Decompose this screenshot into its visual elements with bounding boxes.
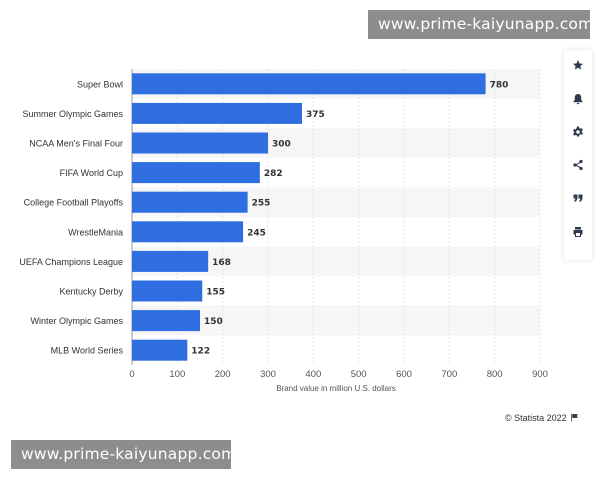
- category-label: MLB World Series: [51, 346, 124, 356]
- notification-button[interactable]: [564, 87, 592, 115]
- bar: [132, 221, 244, 243]
- x-tick-label: 0: [129, 369, 134, 380]
- x-tick-label: 800: [487, 369, 503, 380]
- x-axis-title: Brand value in million U.S. dollars: [276, 384, 396, 393]
- flag-icon: [570, 413, 579, 424]
- gear-icon: [572, 125, 584, 143]
- bar: [132, 132, 268, 154]
- favorite-button[interactable]: [564, 53, 592, 81]
- data-label: 282: [264, 169, 283, 179]
- bar: [132, 102, 302, 124]
- category-label: Kentucky Derby: [59, 287, 123, 297]
- share-button[interactable]: [564, 153, 592, 181]
- watermark-top: www.prime-kaiyunapp.com: [368, 10, 593, 39]
- bar: [132, 310, 200, 332]
- data-label: 780: [490, 80, 509, 90]
- data-label: 150: [204, 317, 223, 327]
- watermark-bottom: www.prime-kaiyunapp.com: [11, 440, 236, 469]
- chart-toolbar: [564, 50, 592, 260]
- bar: [132, 191, 248, 213]
- data-label: 122: [191, 347, 210, 357]
- x-tick-label: 500: [351, 369, 367, 380]
- bell-icon: [572, 92, 584, 110]
- category-label: NCAA Men's Final Four: [29, 139, 123, 149]
- bar: [132, 339, 188, 361]
- bar: [132, 73, 486, 95]
- statista-credit[interactable]: © Statista 2022: [505, 413, 579, 424]
- star-icon: [572, 58, 584, 76]
- x-tick-label: 300: [260, 369, 276, 380]
- x-tick-label: 100: [169, 369, 185, 380]
- bar: [132, 250, 209, 272]
- data-label: 245: [247, 228, 266, 238]
- bar: [132, 162, 260, 184]
- category-label: College Football Playoffs: [24, 198, 124, 208]
- data-label: 300: [272, 140, 291, 150]
- category-label: Super Bowl: [77, 79, 123, 89]
- x-tick-label: 700: [441, 369, 457, 380]
- x-tick-label: 600: [396, 369, 412, 380]
- x-tick-label: 900: [532, 369, 548, 380]
- print-icon: [572, 225, 584, 243]
- share-icon: [572, 158, 584, 176]
- category-label: WrestleMania: [68, 227, 123, 237]
- quote-icon: [572, 191, 584, 209]
- x-tick-label: 200: [215, 369, 231, 380]
- category-label: Summer Olympic Games: [22, 109, 123, 119]
- bar: [132, 280, 203, 302]
- print-button[interactable]: [564, 220, 592, 248]
- data-label: 375: [306, 110, 325, 120]
- data-label: 168: [212, 258, 231, 268]
- category-label: Winter Olympic Games: [30, 316, 123, 326]
- x-tick-label: 400: [305, 369, 321, 380]
- credit-text: © Statista 2022: [505, 413, 567, 423]
- data-label: 255: [252, 199, 271, 209]
- category-label: UEFA Champions League: [19, 257, 123, 267]
- cite-button[interactable]: [564, 186, 592, 214]
- settings-button[interactable]: [564, 120, 592, 148]
- data-label: 155: [206, 288, 225, 298]
- category-label: FIFA World Cup: [60, 168, 123, 178]
